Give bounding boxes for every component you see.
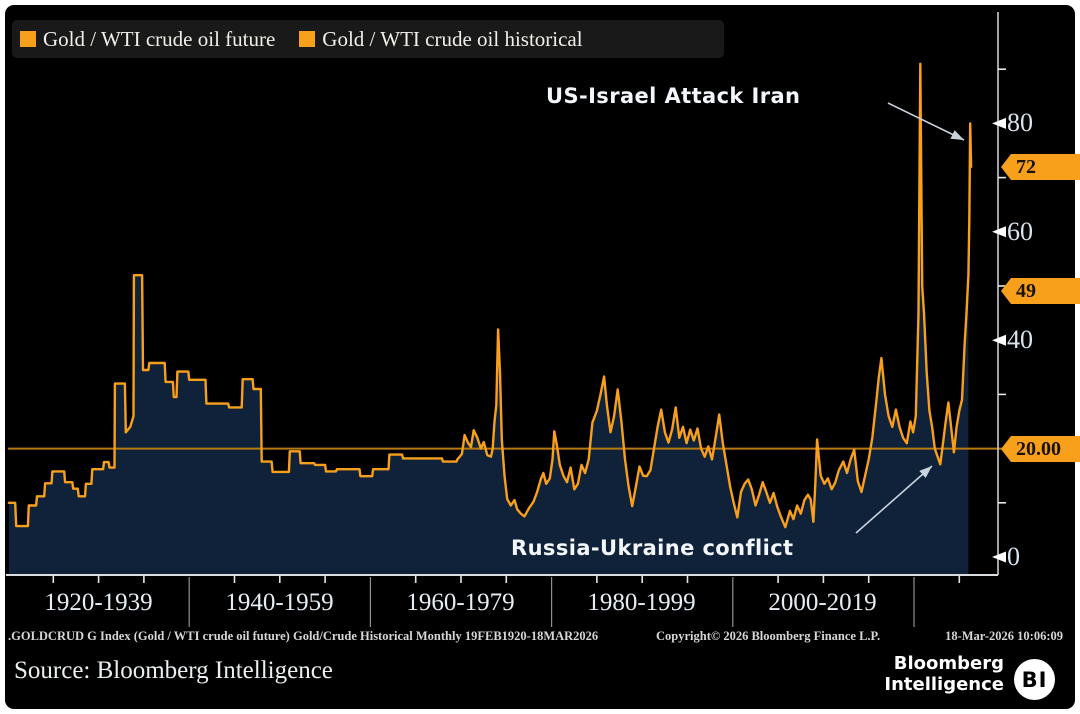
source-attribution: Source: Bloomberg Intelligence	[14, 657, 333, 684]
y-tick-arrow-icon	[992, 334, 1006, 346]
y-axis-label-40: 40	[1007, 325, 1033, 354]
y-tick-arrow-icon	[992, 117, 1006, 129]
x-axis-period-1980-1999: 1980-1999	[587, 589, 696, 616]
arrow-us-israel	[887, 102, 965, 141]
x-axis-period-1960-1979: 1960-1979	[406, 589, 515, 616]
ratio-line	[7, 62, 973, 529]
legend-item-future[interactable]: Gold / WTI crude oil future	[20, 27, 275, 52]
y-tick-arrow-icon	[992, 226, 1006, 238]
legend-swatch-icon	[20, 31, 36, 47]
logo-line-2: Intelligence	[884, 674, 1004, 695]
bi-logo-icon: BI	[1014, 659, 1055, 700]
annotation-russia-ukraine: Russia-Ukraine conflict	[511, 536, 794, 560]
x-axis-period-1940-1959: 1940-1959	[225, 589, 334, 616]
chart-legend: Gold / WTI crude oil future Gold / WTI c…	[12, 20, 724, 58]
x-axis-period-1920-1939: 1920-1939	[44, 589, 153, 616]
terminal-footer: .GOLDCRUD G Index (Gold / WTI crude oil …	[0, 629, 1080, 645]
timestamp-text: 18-Mar-2026 10:06:09	[945, 629, 1063, 643]
y-axis-label-0: 0	[1007, 542, 1020, 571]
legend-label: Gold / WTI crude oil future	[43, 26, 276, 51]
x-axis-period-2000-2019: 2000-2019	[768, 589, 877, 616]
arrow-russia-ukraine	[855, 465, 933, 534]
legend-swatch-icon	[299, 31, 316, 47]
legend-item-historical[interactable]: Gold / WTI crude oil historical	[299, 26, 583, 52]
y-axis-label-60: 60	[1007, 217, 1033, 246]
logo-line-1: Bloomberg	[893, 653, 1004, 674]
annotation-us-israel: US-Israel Attack Iran	[546, 84, 801, 108]
last-price-badge-future: 72	[1001, 154, 1080, 180]
threshold-badge-20: 20.00	[1001, 436, 1080, 462]
chart-panel-background	[5, 5, 1075, 709]
last-price-badge-historical: 49	[1001, 278, 1080, 304]
legend-label: Gold / WTI crude oil historical	[322, 26, 583, 51]
bloomberg-intelligence-logo: Bloomberg Intelligence	[880, 653, 1004, 695]
y-axis-label-80: 80	[1007, 108, 1033, 137]
y-tick-arrow-icon	[992, 551, 1006, 563]
copyright-text: Copyright© 2026 Bloomberg Finance L.P.	[656, 629, 881, 643]
ratio-area-fill	[8, 63, 969, 576]
index-description-text: .GOLDCRUD G Index (Gold / WTI crude oil …	[8, 629, 599, 643]
